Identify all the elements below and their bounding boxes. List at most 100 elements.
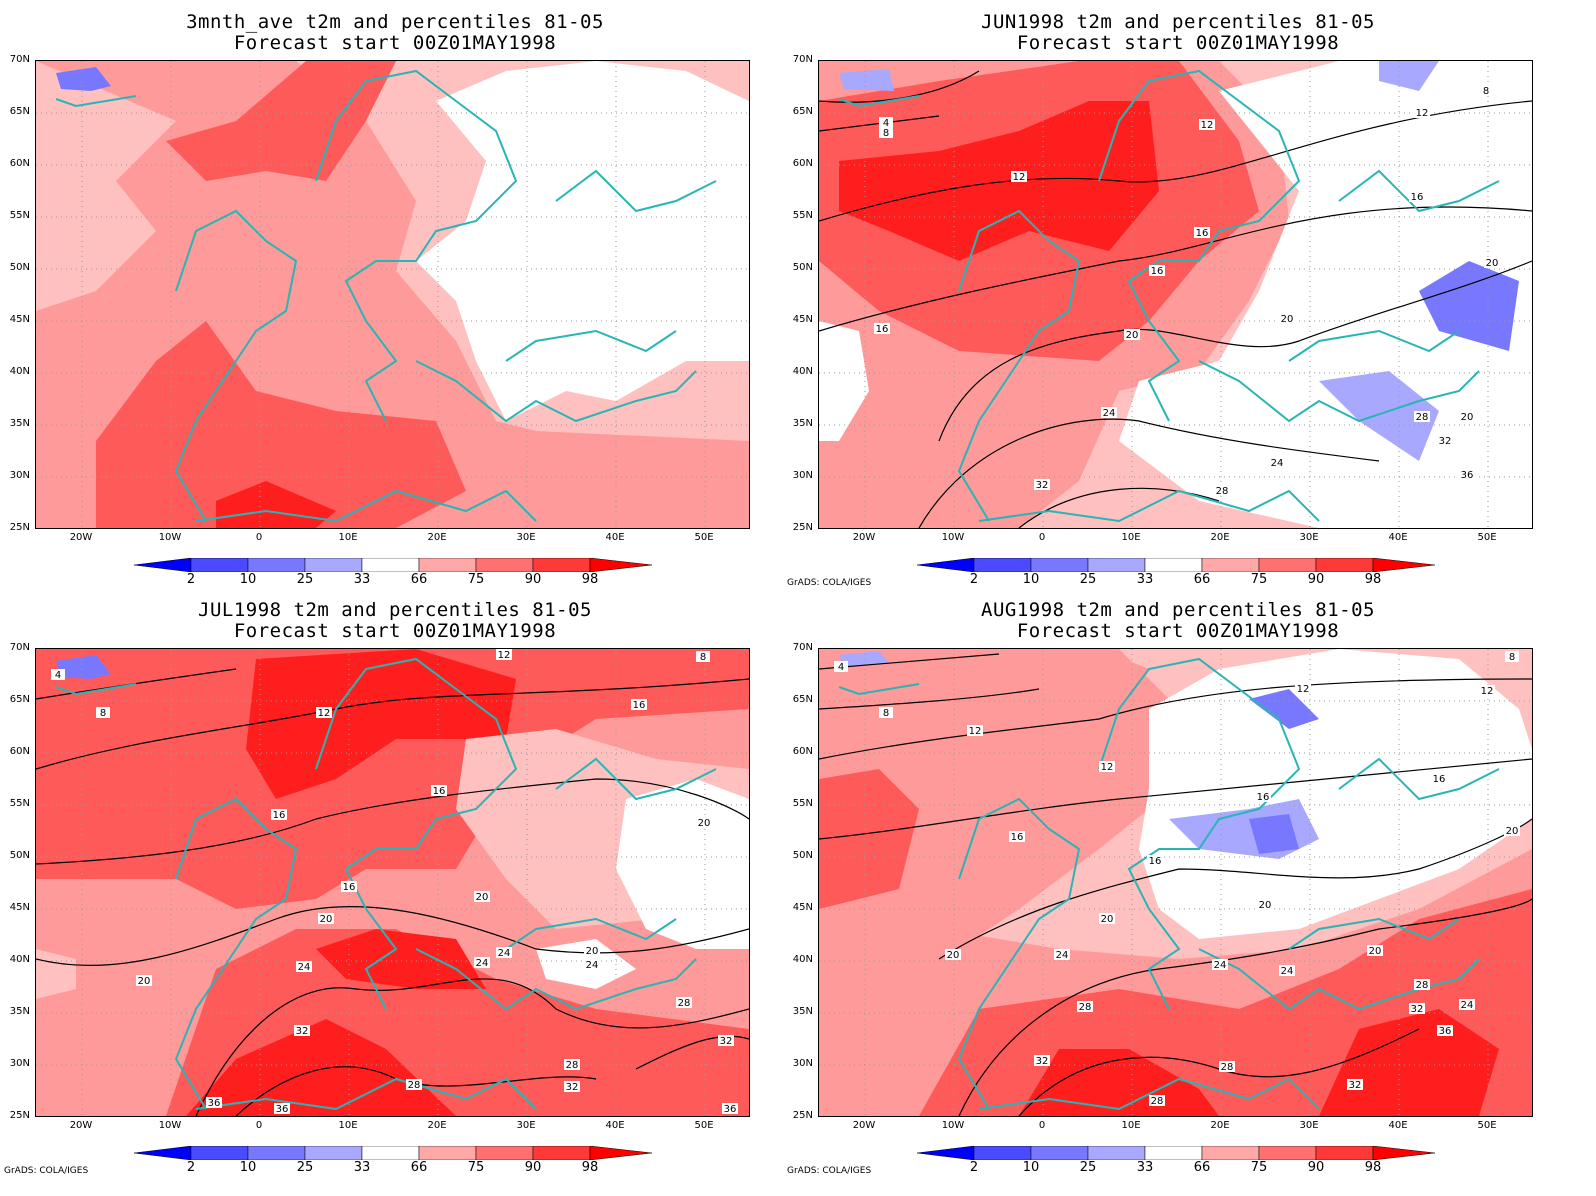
colorbar-label: 2 [186, 572, 196, 587]
contour-label: 20 [1259, 900, 1272, 911]
lat-label: 45N [9, 902, 30, 913]
colorbar-label: 75 [467, 1160, 485, 1175]
contour-label: 8 [883, 708, 889, 719]
shade-98-south [1019, 1049, 1219, 1116]
colorbar-label: 2 [969, 572, 979, 587]
colorbar-label: 66 [410, 572, 428, 587]
contour-labels: 4 8 8 12 12 12 16 16 16 16 20 20 20 20 2… [874, 85, 1500, 497]
lon-label: 50E [694, 532, 714, 543]
lon-label: 0 [255, 1120, 263, 1131]
lat-label: 55N [792, 210, 813, 221]
contour-label: 28 [1151, 1096, 1164, 1107]
contour-label: 16 [1149, 856, 1162, 867]
contour-label: 20 [1101, 914, 1114, 925]
shade-98 [246, 649, 516, 799]
lat-label: 45N [792, 314, 813, 325]
contour-label: 8 [700, 652, 706, 663]
lat-label: 40N [792, 366, 813, 377]
contour-label: 28 [1416, 412, 1429, 423]
lon-label: 40E [1388, 532, 1408, 543]
lon-label: 30E [516, 532, 536, 543]
contour-label: 12 [1297, 684, 1310, 695]
lon-label: 20E [1210, 532, 1230, 543]
shade-98-south [186, 1019, 456, 1116]
shade-blue-nw [839, 69, 894, 91]
contour-label: 20 [138, 976, 151, 987]
colorbar-label: 10 [1022, 1160, 1040, 1175]
lon-label: 20W [852, 532, 876, 543]
lat-label: 40N [9, 954, 30, 965]
lat-label: 25N [792, 522, 813, 533]
colorbar-label: 66 [410, 1160, 428, 1175]
contour-label: 28 [678, 998, 691, 1009]
contour-label: 4 [883, 118, 889, 129]
lat-label: 55N [9, 798, 30, 809]
shade-blue-ne [1379, 61, 1439, 91]
map-plot: 4 8 8 12 12 12 12 16 16 16 16 20 20 20 2… [818, 648, 1533, 1117]
colorbar-label: 33 [353, 572, 371, 587]
lon-label: 10W [941, 532, 965, 543]
shade-blue-nw [56, 655, 111, 679]
colorbar-label: 25 [1079, 1160, 1097, 1175]
shade-90-west [819, 769, 919, 909]
contour-label: 12 [1481, 686, 1494, 697]
colorbar-label: 2 [186, 1160, 196, 1175]
colorbar-label: 10 [1022, 572, 1040, 587]
map-svg: 4 8 8 12 12 12 16 16 16 16 20 20 20 20 2… [819, 61, 1532, 528]
contour-label: 24 [1056, 950, 1069, 961]
lat-label: 35N [9, 1006, 30, 1017]
lat-label: 60N [792, 158, 813, 169]
shade-blue-e [1419, 261, 1519, 351]
contour-label: 12 [498, 650, 511, 661]
contour-label: 32 [566, 1082, 579, 1093]
contour-label: 16 [433, 786, 446, 797]
contour-label: 20 [1369, 946, 1382, 957]
contour-label: 20 [1461, 412, 1474, 423]
contour-label: 12 [1013, 172, 1026, 183]
contour-label: 32 [1036, 480, 1049, 491]
contour-label: 16 [633, 700, 646, 711]
colorbar-label: 98 [581, 572, 599, 587]
colorbar-label: 10 [239, 572, 257, 587]
contour-label: 8 [1483, 86, 1489, 97]
lat-label: 40N [792, 954, 813, 965]
contour-label: 16 [1257, 792, 1270, 803]
contour-label: 20 [586, 946, 599, 957]
contour-label: 24 [1281, 966, 1294, 977]
colorbar-label: 66 [1193, 572, 1211, 587]
grads-credit: GrADS: COLA/IGES [4, 1166, 89, 1176]
contour-label: 32 [1349, 1080, 1362, 1091]
contour-label: 28 [1216, 486, 1229, 497]
contour-labels: 4 8 8 12 12 12 12 16 16 16 16 20 20 20 2… [834, 651, 1520, 1107]
lon-label: 20W [852, 1120, 876, 1131]
contour-label: 36 [1439, 1026, 1452, 1037]
shade-blue [56, 67, 111, 91]
shade-white [1139, 649, 1532, 939]
lat-label: 35N [9, 418, 30, 429]
lon-label: 20E [1210, 1120, 1230, 1131]
contour-label: 16 [1433, 774, 1446, 785]
contour-labels: 4 8 8 12 12 16 16 16 16 20 20 20 20 20 2… [51, 649, 738, 1115]
lon-label: 10E [1121, 532, 1141, 543]
lat-label: 70N [792, 642, 813, 653]
colorbar [917, 1146, 1435, 1160]
lat-label: 45N [9, 314, 30, 325]
contour-label: 20 [320, 914, 333, 925]
lon-label: 10W [158, 1120, 182, 1131]
contour-label: 24 [298, 962, 311, 973]
lat-label: 25N [792, 1110, 813, 1121]
shade-blue-se [1319, 371, 1439, 461]
contour-label: 16 [343, 882, 356, 893]
contour-label: 12 [318, 708, 331, 719]
lat-label: 30N [792, 470, 813, 481]
map-svg: 4 8 8 12 12 16 16 16 16 20 20 20 20 20 2… [36, 649, 749, 1116]
lat-label: 45N [792, 902, 813, 913]
contour-label: 24 [498, 948, 511, 959]
contour-label: 8 [100, 708, 106, 719]
panel-jun1998: JUN1998 t2m and percentiles 81-05 Foreca… [783, 0, 1573, 598]
lat-label: 70N [792, 54, 813, 65]
contour-label: 20 [947, 950, 960, 961]
panel-title-line1: JUN1998 t2m and percentiles 81-05 [981, 11, 1375, 33]
lon-label: 0 [1038, 532, 1046, 543]
contour-label: 28 [566, 1060, 579, 1071]
